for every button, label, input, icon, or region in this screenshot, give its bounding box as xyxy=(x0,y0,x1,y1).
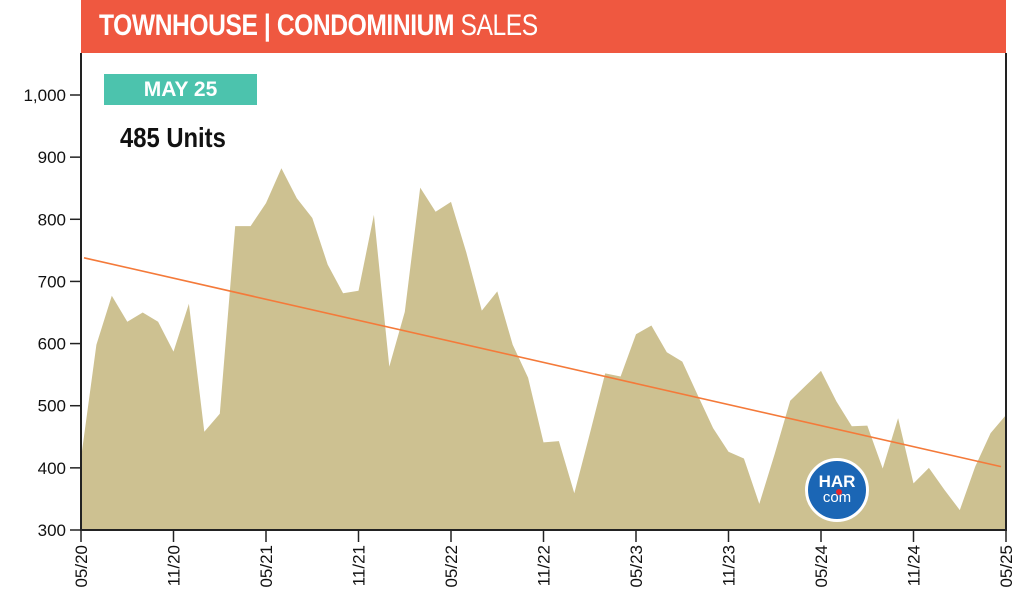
x-tick-label: 11/21 xyxy=(350,545,369,586)
y-tick-label: 800 xyxy=(38,210,66,229)
chart-title: TOWNHOUSE | CONDOMINIUM SALES xyxy=(99,9,538,43)
har-logo: HAR com xyxy=(805,458,869,522)
x-tick-label: 11/20 xyxy=(165,545,184,586)
y-tick-label: 600 xyxy=(38,335,66,354)
x-tick-label: 11/22 xyxy=(535,545,554,586)
y-tick-label: 700 xyxy=(38,272,66,291)
x-tick-label: 05/25 xyxy=(997,545,1016,588)
y-tick-label: 1,000 xyxy=(23,86,66,105)
title-light: SALES xyxy=(460,9,538,42)
units-label: 485 Units xyxy=(120,122,226,153)
trend-line xyxy=(83,257,1002,468)
x-tick-label: 11/24 xyxy=(905,545,924,586)
title-bold: TOWNHOUSE | CONDOMINIUM xyxy=(99,9,455,42)
sales-area xyxy=(81,168,1006,531)
x-tick-label: 05/24 xyxy=(812,545,831,588)
chart-header: TOWNHOUSE | CONDOMINIUM SALES xyxy=(81,0,1006,53)
month-badge: MAY 25 xyxy=(104,74,257,105)
logo-com-text: com xyxy=(822,489,852,506)
x-tick-label: 05/23 xyxy=(627,545,646,588)
logo-dot xyxy=(836,489,842,495)
y-tick-label: 500 xyxy=(38,397,66,416)
y-tick-label: 400 xyxy=(38,459,66,478)
logo-har-text: HAR xyxy=(818,472,856,491)
x-tick-label: 05/20 xyxy=(72,545,91,588)
x-tick-label: 11/23 xyxy=(720,545,739,586)
y-tick-label: 900 xyxy=(38,148,66,167)
y-tick-label: 300 xyxy=(38,521,66,540)
x-tick-label: 05/21 xyxy=(257,545,276,588)
x-tick-label: 05/22 xyxy=(442,545,461,588)
